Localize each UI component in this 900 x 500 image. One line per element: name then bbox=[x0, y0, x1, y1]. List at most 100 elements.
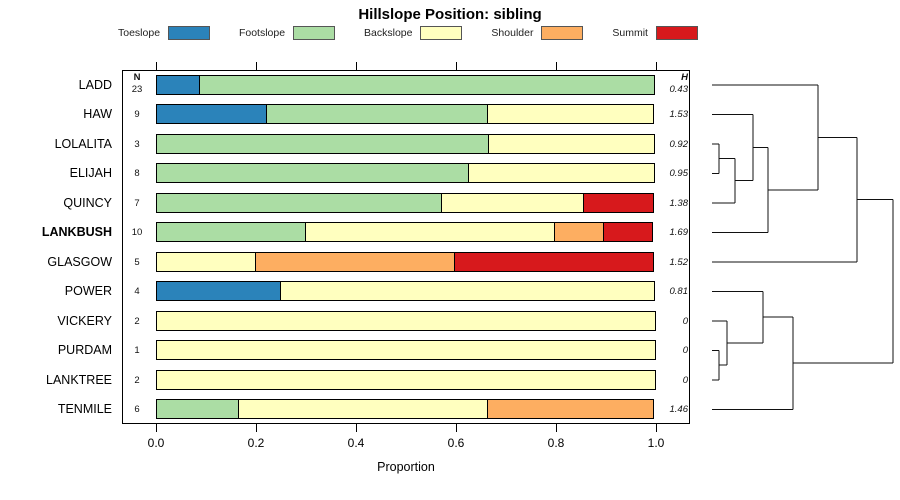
legend-item: Summit bbox=[612, 26, 698, 40]
x-tick-top bbox=[556, 62, 557, 70]
h-value: 0 bbox=[682, 315, 688, 327]
legend-item: Footslope bbox=[238, 26, 336, 40]
row-label: LANKBUSH bbox=[41, 225, 112, 240]
x-tick-label: 0.6 bbox=[447, 436, 465, 450]
legend-label: Summit bbox=[612, 27, 648, 39]
n-column-header: N bbox=[133, 71, 141, 83]
bar-segment-backslope bbox=[156, 251, 256, 272]
x-tick-label: 0.2 bbox=[247, 436, 265, 450]
bar-segment-footslope bbox=[156, 133, 490, 154]
bar-segment-summit bbox=[603, 222, 653, 243]
n-value: 10 bbox=[131, 227, 143, 239]
bar-segment-footslope bbox=[156, 192, 442, 213]
x-tick-top bbox=[456, 62, 457, 70]
bar-row bbox=[156, 163, 655, 184]
bar-segment-backslope bbox=[238, 399, 489, 420]
h-value: 1.52 bbox=[669, 256, 689, 268]
legend-label: Footslope bbox=[238, 27, 286, 39]
h-column-header: H bbox=[681, 71, 688, 83]
legend-item: Shoulder bbox=[491, 26, 584, 40]
x-tick-label: 0.8 bbox=[547, 436, 565, 450]
row-label: QUINCY bbox=[63, 195, 112, 210]
x-tick-top bbox=[156, 62, 157, 70]
row-label: LANKTREE bbox=[46, 372, 112, 387]
bar-row bbox=[156, 74, 655, 95]
n-value: 2 bbox=[134, 315, 140, 327]
bar-segment-shoulder bbox=[554, 222, 604, 243]
bar-segment-footslope bbox=[266, 104, 489, 125]
legend-swatch bbox=[293, 26, 336, 40]
x-tick-bottom bbox=[256, 424, 257, 432]
row-label: PURDAM bbox=[57, 343, 112, 358]
x-tick-bottom bbox=[456, 424, 457, 432]
row-label: HAW bbox=[83, 107, 112, 122]
x-tick-bottom bbox=[656, 424, 657, 432]
bar-segment-shoulder bbox=[255, 251, 455, 272]
row-label: LOLALITA bbox=[54, 136, 112, 151]
x-tick-bottom bbox=[356, 424, 357, 432]
bar-row bbox=[156, 104, 654, 125]
n-value: 5 bbox=[134, 256, 140, 268]
bar-segment-backslope bbox=[156, 369, 656, 390]
legend-swatch bbox=[655, 26, 698, 40]
h-value: 1.46 bbox=[669, 404, 689, 416]
legend: Toeslope Footslope Backslope Shoulder Summit bbox=[118, 25, 698, 41]
row-label: VICKERY bbox=[57, 313, 112, 328]
h-value: 0.81 bbox=[669, 286, 689, 298]
legend-swatch bbox=[168, 26, 211, 40]
bar-segment-summit bbox=[582, 192, 654, 213]
legend-label: Toeslope bbox=[118, 27, 161, 39]
chart-title: Hillslope Position: sibling bbox=[358, 6, 542, 23]
legend-swatch bbox=[420, 26, 463, 40]
n-value: 9 bbox=[134, 109, 140, 121]
bar-row bbox=[156, 222, 653, 243]
row-label: TENMILE bbox=[57, 402, 112, 417]
bar-row bbox=[156, 192, 654, 213]
n-value: 23 bbox=[131, 83, 143, 95]
bar-segment-summit bbox=[454, 251, 654, 272]
n-value: 2 bbox=[134, 374, 140, 386]
n-value: 1 bbox=[134, 345, 140, 357]
h-value: 0 bbox=[682, 345, 688, 357]
row-label: ELIJAH bbox=[69, 166, 112, 181]
bar-segment-backslope bbox=[488, 133, 655, 154]
legend-label: Shoulder bbox=[491, 27, 534, 39]
bar-row bbox=[156, 251, 654, 272]
h-value: 0.95 bbox=[669, 168, 689, 180]
bar-segment-backslope bbox=[280, 281, 655, 302]
x-tick-label: 0.0 bbox=[147, 436, 165, 450]
bar-segment-backslope bbox=[487, 104, 654, 125]
row-label: LADD bbox=[78, 77, 112, 92]
x-tick-top bbox=[656, 62, 657, 70]
h-value: 0.92 bbox=[669, 138, 689, 150]
bar-segment-backslope bbox=[156, 340, 656, 361]
x-tick-label: 1.0 bbox=[647, 436, 665, 450]
legend-item: Toeslope bbox=[118, 26, 211, 40]
bar-segment-toeslope bbox=[156, 104, 268, 125]
h-value: 1.69 bbox=[669, 227, 689, 239]
x-tick-bottom bbox=[556, 424, 557, 432]
x-tick-top bbox=[356, 62, 357, 70]
n-value: 3 bbox=[134, 138, 140, 150]
bar-row bbox=[156, 133, 655, 154]
bar-segment-footslope bbox=[198, 74, 655, 95]
bar-segment-backslope bbox=[156, 310, 656, 331]
bar-segment-toeslope bbox=[156, 281, 281, 302]
bar-segment-backslope bbox=[305, 222, 555, 243]
n-value: 6 bbox=[134, 404, 140, 416]
x-tick-label: 0.4 bbox=[347, 436, 365, 450]
legend-item: Backslope bbox=[364, 26, 463, 40]
legend-label: Backslope bbox=[364, 27, 413, 39]
n-value: 7 bbox=[134, 197, 140, 209]
bar-row bbox=[156, 281, 655, 302]
bar-row bbox=[156, 310, 656, 331]
h-value: 1.53 bbox=[669, 109, 689, 121]
bar-segment-footslope bbox=[156, 163, 469, 184]
bar-segment-backslope bbox=[440, 192, 584, 213]
bar-segment-footslope bbox=[156, 222, 306, 243]
bar-row bbox=[156, 369, 656, 390]
x-tick-top bbox=[256, 62, 257, 70]
legend-swatch bbox=[541, 26, 584, 40]
h-value: 0.43 bbox=[669, 83, 689, 95]
h-value: 0 bbox=[682, 374, 688, 386]
